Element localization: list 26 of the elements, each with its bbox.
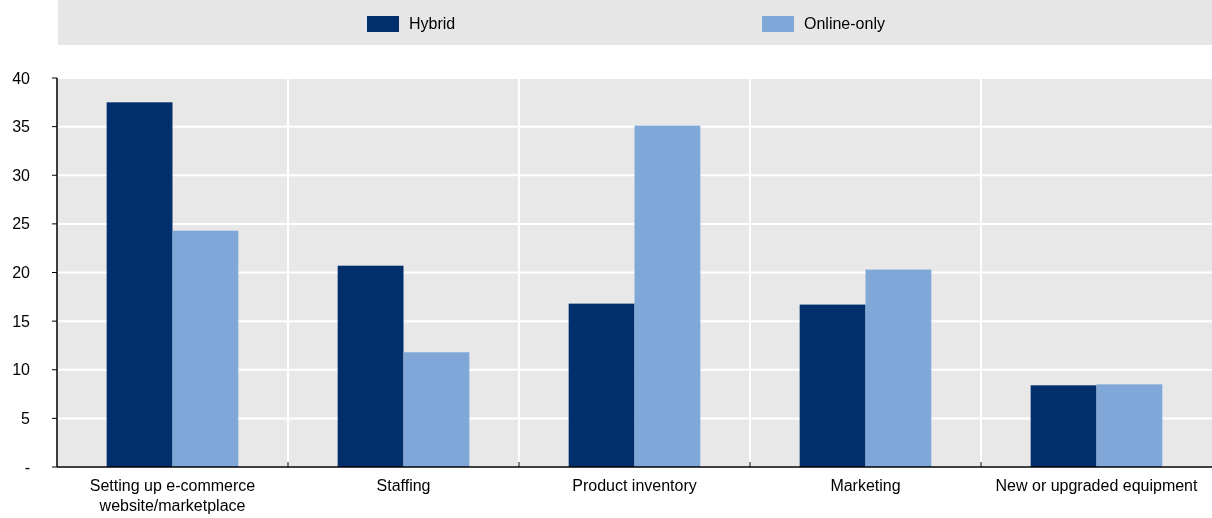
legend-label: Online-only bbox=[804, 15, 885, 32]
x-tick-label: Product inventory bbox=[572, 477, 697, 494]
x-tick-label: Setting up e-commerce website/marketplace bbox=[89, 477, 256, 514]
y-tick-label: 10 bbox=[12, 361, 31, 379]
bar bbox=[172, 230, 239, 467]
y-tick-label: 40 bbox=[12, 69, 31, 87]
y-tick-label: 35 bbox=[12, 118, 31, 136]
bar bbox=[865, 269, 932, 467]
bar bbox=[1030, 385, 1097, 467]
bar bbox=[403, 352, 470, 467]
x-tick-label: Marketing bbox=[830, 477, 901, 494]
bar bbox=[337, 265, 404, 467]
y-tick-label: 20 bbox=[12, 264, 31, 282]
y-tick-label: 15 bbox=[12, 312, 31, 330]
bar bbox=[799, 304, 866, 467]
y-tick-label: - bbox=[24, 458, 30, 476]
bar bbox=[568, 303, 635, 467]
x-tick-label: Staffing bbox=[376, 477, 431, 494]
bar bbox=[634, 125, 701, 467]
bar bbox=[106, 102, 173, 467]
y-tick-label: 30 bbox=[12, 166, 31, 184]
legend-label: Hybrid bbox=[409, 15, 456, 32]
y-tick-label: 5 bbox=[21, 409, 31, 427]
y-tick-label: 25 bbox=[12, 215, 31, 233]
bar bbox=[1096, 384, 1163, 467]
x-tick-label: New or upgraded equipment bbox=[995, 477, 1199, 494]
